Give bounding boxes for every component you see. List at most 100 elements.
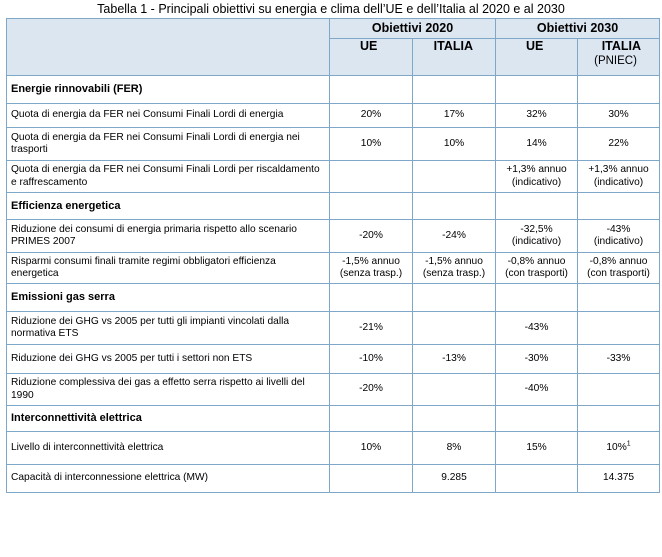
cell-value: 10% [360, 441, 382, 453]
cell-ue-2020: -20% [329, 373, 413, 406]
objectives-table: Obiettivi 2020 Obiettivi 2030 UE ITALIA … [6, 18, 661, 493]
cell-ue-2030: 32% [495, 103, 579, 128]
cell-ue-2030: 14% [495, 127, 579, 161]
row-label: Risparmi consumi finali tramite regimi o… [6, 252, 330, 284]
section-empty-cell [329, 405, 413, 432]
section-title: Interconnettività elettrica [6, 405, 330, 432]
cell-italia-2030 [577, 373, 661, 406]
section-empty-cell [411, 75, 497, 104]
section-row: Interconnettività elettrica [6, 405, 661, 432]
cell-ue-2020: 20% [329, 103, 413, 128]
header-italia-2030-label: ITALIA [601, 39, 642, 53]
cell-value: -10% [359, 352, 383, 364]
cell-ue-2030: -30% [495, 344, 579, 374]
cell-ue-2030: 15% [495, 431, 579, 465]
section-row: Emissioni gas serra [6, 283, 661, 312]
cell-value: -0,8% annuo (con trasporti) [505, 255, 568, 280]
footnote-marker: 1 [626, 440, 631, 448]
cell-italia-2020: 10% [411, 127, 497, 161]
section-empty-cell [329, 75, 413, 104]
cell-ue-2030: +1,3% annuo (indicativo) [495, 160, 579, 193]
header-objectives-2020: Obiettivi 2020 [328, 18, 497, 39]
cell-value: -43% (indicativo) [593, 223, 644, 248]
row-label: Riduzione dei GHG vs 2005 per tutti gli … [6, 311, 330, 345]
cell-value: 30% [608, 109, 629, 121]
section-title: Energie rinnovabili (FER) [6, 75, 330, 104]
row-label: Capacità di interconnessione elettrica (… [6, 464, 330, 493]
cell-ue-2030: -40% [495, 373, 579, 406]
cell-italia-2030: 10%1 [577, 431, 661, 465]
cell-value: -0,8% annuo (con trasporti) [587, 255, 650, 280]
cell-value: -43% [524, 321, 549, 333]
cell-value: -40% [524, 383, 549, 395]
cell-ue-2020: 10% [329, 431, 413, 465]
cell-ue-2030: -43% [495, 311, 579, 345]
table-row: Risparmi consumi finali tramite regimi o… [6, 252, 661, 284]
cell-italia-2030: 30% [577, 103, 661, 128]
cell-ue-2020 [329, 464, 413, 493]
row-label: Quota di energia da FER nei Consumi Fina… [6, 160, 330, 193]
table-row: Livello di interconnettività elettrica 10… [6, 431, 661, 465]
section-title: Efficienza energetica [6, 192, 330, 220]
row-label: Riduzione dei consumi di energia primari… [6, 219, 330, 253]
cell-italia-2030: +1,3% annuo (indicativo) [577, 160, 661, 193]
cell-italia-2030: -43% (indicativo) [577, 219, 661, 253]
cell-value: 10% [443, 137, 465, 149]
section-empty-cell [329, 283, 413, 312]
table-row: Capacità di interconnessione elettrica (… [6, 464, 661, 493]
section-empty-cell [411, 192, 497, 220]
cell-italia-2020: 9.285 [411, 464, 497, 493]
cell-value: 22% [608, 137, 629, 149]
header-ue-2030: UE [495, 38, 579, 76]
cell-value: 9.285 [441, 472, 467, 484]
cell-italia-2020 [411, 373, 497, 406]
header-italia-2030: ITALIA (PNIEC) [577, 38, 661, 76]
cell-value: -13% [442, 352, 466, 364]
row-label: Riduzione dei GHG vs 2005 per tutti i se… [6, 344, 330, 374]
cell-value: 10% [606, 441, 627, 453]
cell-value: -30% [524, 352, 549, 364]
header-blank-cell [6, 18, 330, 76]
row-label: Livello di interconnettività elettrica [6, 431, 330, 465]
cell-italia-2030: -0,8% annuo (con trasporti) [577, 252, 661, 284]
section-empty-cell [411, 405, 497, 432]
cell-italia-2020: -1,5% annuo (senza trasp.) [411, 252, 497, 284]
cell-italia-2030: 14.375 [577, 464, 661, 493]
cell-ue-2020: -10% [329, 344, 413, 374]
header-pniec-label: (PNIEC) [594, 55, 637, 67]
section-empty-cell [495, 405, 579, 432]
table-row: Riduzione dei consumi di energia primari… [6, 219, 661, 253]
section-empty-cell [495, 283, 579, 312]
section-empty-cell [577, 283, 661, 312]
cell-value: -33% [606, 352, 631, 364]
cell-italia-2030: -33% [577, 344, 661, 374]
cell-value: 20% [360, 109, 382, 121]
cell-value: 32% [526, 109, 547, 121]
section-empty-cell [495, 75, 579, 104]
cell-value: -1,5% annuo (senza trasp.) [339, 255, 403, 280]
cell-italia-2020: 17% [411, 103, 497, 128]
cell-ue-2030: -0,8% annuo (con trasporti) [495, 252, 579, 284]
section-empty-cell [577, 405, 661, 432]
cell-value: 14% [526, 137, 547, 149]
row-label: Riduzione complessiva dei gas a effetto … [6, 373, 330, 406]
cell-value: 17% [443, 109, 465, 121]
cell-value: -24% [442, 229, 466, 241]
header-row-columns: UE ITALIA UE ITALIA (PNIEC) [7, 38, 661, 76]
cell-value: 14.375 [602, 472, 635, 484]
section-empty-cell [495, 192, 579, 220]
cell-italia-2020: -24% [411, 219, 497, 253]
table-row: Quota di energia da FER nei Consumi Fina… [6, 103, 661, 128]
table-row: Riduzione dei GHG vs 2005 per tutti gli … [6, 311, 661, 345]
cell-value: -20% [359, 229, 383, 241]
section-empty-cell [329, 192, 413, 220]
cell-italia-2030: 22% [577, 127, 661, 161]
cell-value: -20% [359, 383, 383, 395]
cell-ue-2020: -20% [329, 219, 413, 253]
table-row: Riduzione complessiva dei gas a effetto … [6, 373, 661, 406]
table-caption: Tabella 1 - Principali obiettivi su ener… [97, 2, 565, 16]
row-label: Quota di energia da FER nei Consumi Fina… [6, 127, 330, 161]
section-empty-cell [577, 75, 661, 104]
table-row: Riduzione dei GHG vs 2005 per tutti i se… [6, 344, 661, 374]
table-row: Quota di energia da FER nei Consumi Fina… [6, 127, 661, 161]
